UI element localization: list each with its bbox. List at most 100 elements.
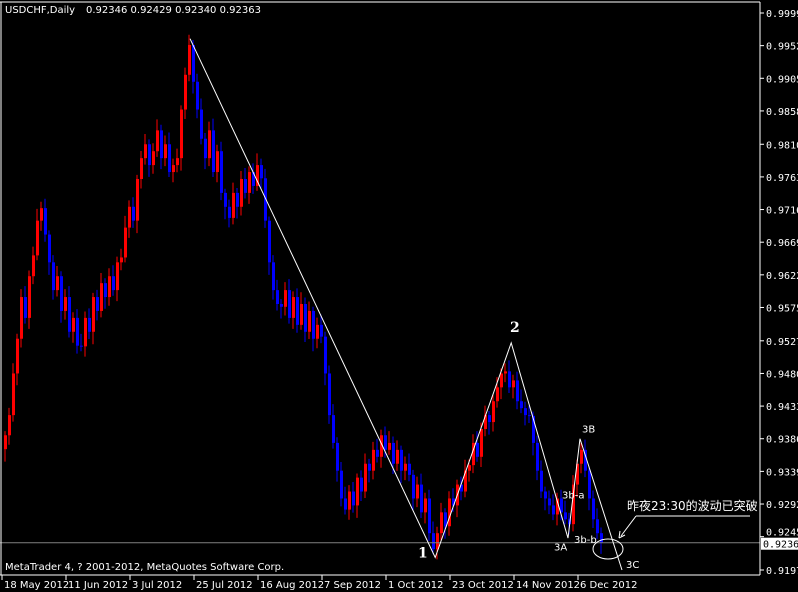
candle-body (28, 276, 31, 318)
candle-body (428, 498, 431, 534)
candle-body (200, 109, 203, 139)
y-tick-label: 0.94800 (766, 369, 798, 380)
candle-body (176, 158, 179, 166)
candle-body (308, 310, 311, 332)
candle-body (296, 297, 299, 325)
candle-body (424, 498, 427, 513)
candle-body (124, 227, 127, 258)
candle-body (112, 276, 115, 291)
candle-body (304, 304, 307, 332)
candle-body (316, 324, 319, 339)
candle-body (552, 505, 555, 515)
candle-body (324, 336, 327, 374)
candle-body (476, 442, 479, 457)
x-tick-label: 6 Dec 2012 (580, 580, 638, 591)
candle-body (52, 262, 55, 291)
candle-body (516, 380, 519, 402)
candle-body (100, 283, 103, 311)
candle-body (344, 498, 347, 510)
chart-title: USDCHF,Daily (5, 5, 75, 16)
y-tick-label: 0.99990 (766, 9, 798, 20)
candle-body (180, 109, 183, 159)
ohlc-readout: 0.92346 0.92429 0.92340 0.92363 (86, 5, 261, 16)
candle-body (416, 484, 419, 499)
candle-body (564, 512, 567, 520)
candle-body (496, 387, 499, 402)
candle-body (128, 206, 131, 228)
candle-body (484, 415, 487, 430)
y-axis-ticks: 0.99990 0.99520 0.99050 0.98580 0.98100 0.976… (760, 9, 798, 577)
candle-body (492, 401, 495, 423)
y-tick-label: 0.95750 (766, 303, 798, 314)
y-tick-label: 0.91970 (766, 566, 798, 577)
candle-body (288, 290, 291, 318)
candle-body (68, 297, 71, 332)
candle-body (464, 470, 467, 492)
x-tick-label: 7 Sep 2012 (324, 580, 381, 591)
x-tick-label: 23 Oct 2012 (452, 580, 514, 591)
candle-body (64, 297, 67, 311)
candle-body (348, 491, 351, 510)
candle-body (572, 484, 575, 525)
candle-body (384, 435, 387, 450)
candle-body (328, 373, 331, 416)
candle-body (140, 158, 143, 179)
candle-body (380, 435, 383, 457)
candle-body (12, 373, 15, 416)
candle-body (160, 130, 163, 159)
candle-body (336, 442, 339, 471)
candle-body (76, 317, 79, 346)
candle-body (592, 498, 595, 520)
candle-body (136, 178, 139, 221)
candle-body (388, 442, 391, 450)
candle-body (72, 317, 75, 332)
candle-body (292, 297, 295, 318)
candle-body (92, 297, 95, 332)
candle-body (480, 429, 483, 457)
candle-body (548, 498, 551, 506)
wave-labels: 1 2 3B 3b-a 3A 3b-b 3C (418, 320, 639, 571)
candle-body (432, 533, 435, 550)
y-tick-label: 0.99050 (766, 74, 798, 85)
candle-body (452, 498, 455, 506)
candle-body (420, 484, 423, 513)
candle-body (364, 463, 367, 492)
candle-body (96, 297, 99, 311)
candle-body (300, 304, 303, 325)
candle-body (164, 144, 167, 159)
candle-body (196, 81, 199, 110)
candle-body (260, 165, 263, 179)
candle-body (116, 262, 119, 291)
candle-body (216, 151, 219, 173)
candle-body (48, 234, 51, 263)
candle-body (272, 262, 275, 291)
copyright-text: MetaTrader 4, ? 2001-2012, MetaQuotes So… (5, 562, 284, 573)
candle-body (320, 324, 323, 337)
candle-body (88, 317, 91, 332)
breakout-ellipse (592, 538, 624, 560)
candle-body (580, 449, 583, 464)
wave-zigzag-line (189, 38, 623, 571)
candle-body (584, 449, 587, 471)
candle-body (508, 371, 511, 388)
candles (4, 34, 603, 560)
candle-body (524, 408, 527, 416)
y-tick-label: 0.93860 (766, 435, 798, 446)
candle-body (472, 442, 475, 466)
candle-body (212, 130, 215, 173)
candle-body (396, 449, 399, 464)
candle-body (268, 220, 271, 263)
annotation-leader (620, 515, 637, 537)
candle-body (528, 415, 531, 417)
candle-body (540, 470, 543, 492)
wave-label: 3B (582, 424, 595, 435)
candle-body (372, 449, 375, 471)
candle-body (248, 172, 251, 193)
wave-label: 2 (510, 320, 520, 336)
candle-body (488, 415, 491, 423)
candle-body (596, 519, 599, 534)
breakout-annotation: 昨夜23:30的波动已突破 (592, 498, 758, 560)
y-tick-label: 0.97630 (766, 173, 798, 184)
